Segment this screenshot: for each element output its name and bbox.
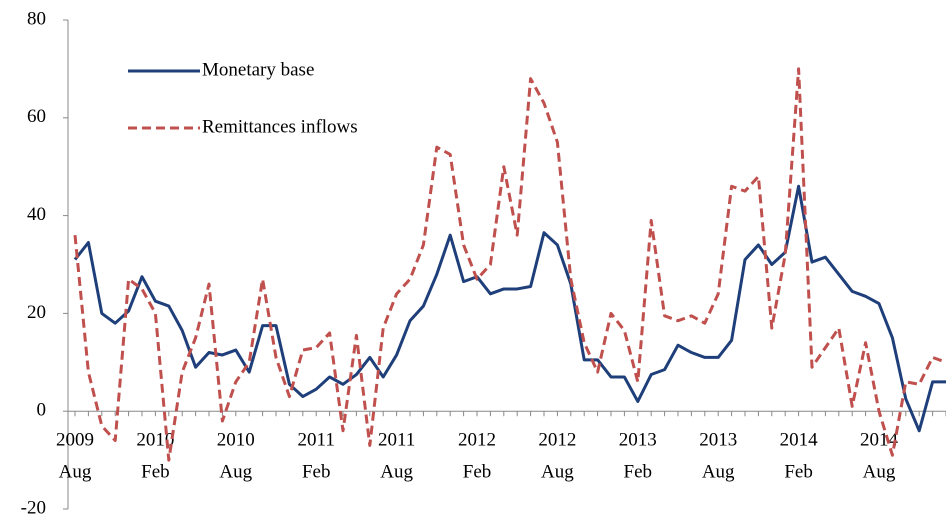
- y-tick-label: 80: [27, 8, 46, 29]
- y-tick-label: 60: [27, 106, 46, 127]
- x-tick-label: 2014: [780, 430, 819, 451]
- x-tick-label: 2010: [217, 430, 255, 451]
- x-tick-label: Aug: [863, 462, 896, 483]
- series-line: [73, 67, 946, 462]
- x-tick-label: Feb: [141, 462, 170, 483]
- x-tick-label: Feb: [624, 462, 653, 483]
- x-tick-label: 2011: [298, 430, 335, 451]
- x-tick-label: 2013: [699, 430, 737, 451]
- x-tick-label: 2009: [56, 430, 94, 451]
- y-tick-label: 40: [27, 204, 46, 225]
- x-tick-label: Feb: [784, 462, 813, 483]
- legend-label: Remittances inflows: [202, 116, 358, 137]
- x-tick-label: Aug: [541, 462, 574, 483]
- series-line: [73, 184, 946, 433]
- x-tick-label: 2012: [458, 430, 496, 451]
- x-tick-label: 2013: [619, 430, 657, 451]
- x-tick-label: Aug: [380, 462, 413, 483]
- x-tick-label: Feb: [463, 462, 492, 483]
- x-tick-label: 2014: [860, 430, 899, 451]
- x-tick-label: Feb: [302, 462, 331, 483]
- legend-label: Monetary base: [202, 59, 314, 80]
- x-tick-label: 2011: [378, 430, 415, 451]
- x-tick-label: Aug: [219, 462, 252, 483]
- y-tick-label: 20: [27, 302, 46, 323]
- x-tick-label: 2012: [538, 430, 576, 451]
- y-tick-label: -20: [21, 497, 46, 518]
- x-tick-label: 2010: [136, 430, 174, 451]
- x-tick-label: Aug: [702, 462, 735, 483]
- y-tick-label: 0: [37, 400, 47, 421]
- x-tick-label: Aug: [59, 462, 92, 483]
